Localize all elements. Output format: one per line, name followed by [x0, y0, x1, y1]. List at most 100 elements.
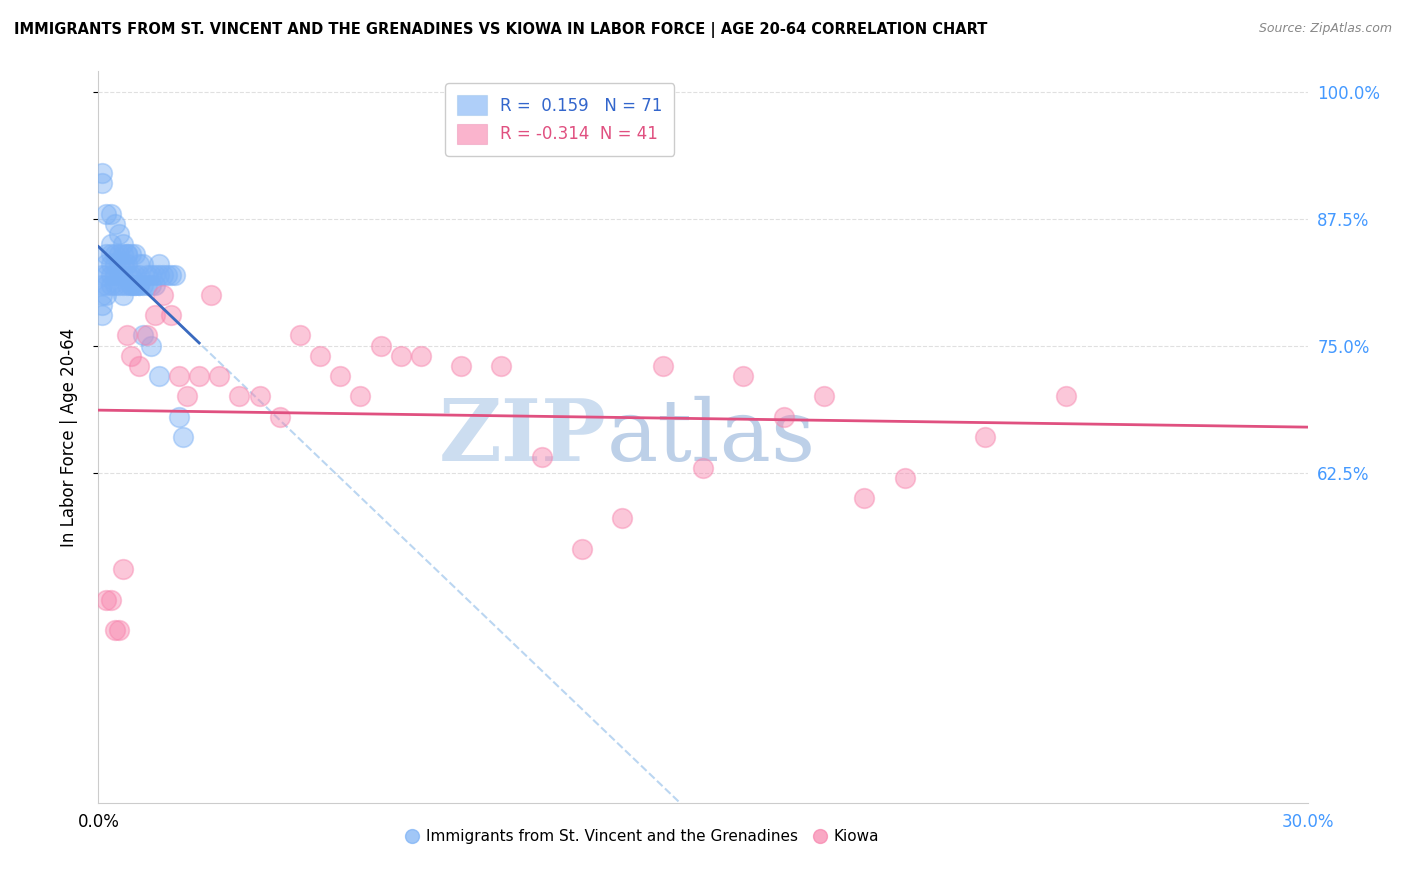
Point [111, 268, 134, 282]
Point [111, 257, 134, 271]
Point [107, 277, 129, 292]
Point [249, 389, 271, 403]
Point [100, 592, 122, 607]
Point [124, 277, 146, 292]
Point [389, 349, 412, 363]
Point [139, 277, 162, 292]
Point [91, 308, 114, 322]
Point [200, 288, 222, 302]
Point [100, 206, 122, 220]
Point [612, 511, 634, 525]
Point [115, 247, 138, 261]
Point [103, 257, 125, 271]
Point [100, 237, 122, 252]
Point [269, 409, 291, 424]
Point [103, 217, 125, 231]
Y-axis label: In Labor Force | Age 20-64: In Labor Force | Age 20-64 [59, 327, 77, 547]
Point [96, 268, 118, 282]
Point [651, 359, 673, 373]
Point [96, 206, 118, 220]
Point [107, 227, 129, 241]
Point [135, 328, 157, 343]
Point [208, 369, 231, 384]
Point [188, 369, 211, 384]
Point [100, 257, 122, 271]
Point [124, 247, 146, 261]
Point [733, 369, 755, 384]
Point [115, 268, 138, 282]
Point [128, 268, 150, 282]
Point [128, 359, 150, 373]
Point [96, 592, 118, 607]
Point [91, 298, 114, 312]
Point [148, 257, 170, 271]
Point [91, 166, 114, 180]
Point [111, 562, 134, 576]
Point [491, 359, 513, 373]
Text: ZIP: ZIP [439, 395, 606, 479]
Point [370, 338, 392, 352]
Point [409, 349, 432, 363]
Point [143, 308, 166, 322]
Point [111, 288, 134, 302]
Point [124, 277, 146, 292]
Point [139, 338, 162, 352]
Point [167, 369, 190, 384]
Point [167, 409, 190, 424]
Point [176, 389, 198, 403]
Point [107, 623, 129, 637]
Point [143, 277, 166, 292]
Point [91, 176, 114, 190]
Text: IMMIGRANTS FROM ST. VINCENT AND THE GRENADINES VS KIOWA IN LABOR FORCE | AGE 20-: IMMIGRANTS FROM ST. VINCENT AND THE GREN… [14, 22, 987, 38]
Point [309, 349, 332, 363]
Legend: Immigrants from St. Vincent and the Grenadines, Kiowa: Immigrants from St. Vincent and the Gren… [401, 822, 884, 850]
Point [96, 247, 118, 261]
Point [450, 359, 472, 373]
Point [1054, 389, 1077, 403]
Point [148, 369, 170, 384]
Point [96, 277, 118, 292]
Point [120, 349, 142, 363]
Point [120, 277, 142, 292]
Point [100, 247, 122, 261]
Point [160, 308, 183, 322]
Point [124, 268, 146, 282]
Point [143, 268, 166, 282]
Point [163, 268, 186, 282]
Point [103, 268, 125, 282]
Text: atlas: atlas [606, 395, 815, 479]
Text: Source: ZipAtlas.com: Source: ZipAtlas.com [1258, 22, 1392, 36]
Point [91, 268, 114, 282]
Point [148, 268, 170, 282]
Point [107, 247, 129, 261]
Point [135, 277, 157, 292]
Point [152, 268, 174, 282]
Point [139, 268, 162, 282]
Point [128, 257, 150, 271]
Point [692, 460, 714, 475]
Point [100, 268, 122, 282]
Point [111, 237, 134, 252]
Point [115, 257, 138, 271]
Point [135, 268, 157, 282]
Point [103, 247, 125, 261]
Point [974, 430, 997, 444]
Point [96, 257, 118, 271]
Point [772, 409, 794, 424]
Point [115, 277, 138, 292]
Point [530, 450, 553, 465]
Point [100, 277, 122, 292]
Point [103, 623, 125, 637]
Point [132, 257, 155, 271]
Point [115, 328, 138, 343]
Point [156, 268, 179, 282]
Point [329, 369, 352, 384]
Point [893, 471, 915, 485]
Point [128, 277, 150, 292]
Point [571, 541, 593, 556]
Point [813, 389, 835, 403]
Point [288, 328, 311, 343]
Point [91, 277, 114, 292]
Point [853, 491, 876, 505]
Point [120, 247, 142, 261]
